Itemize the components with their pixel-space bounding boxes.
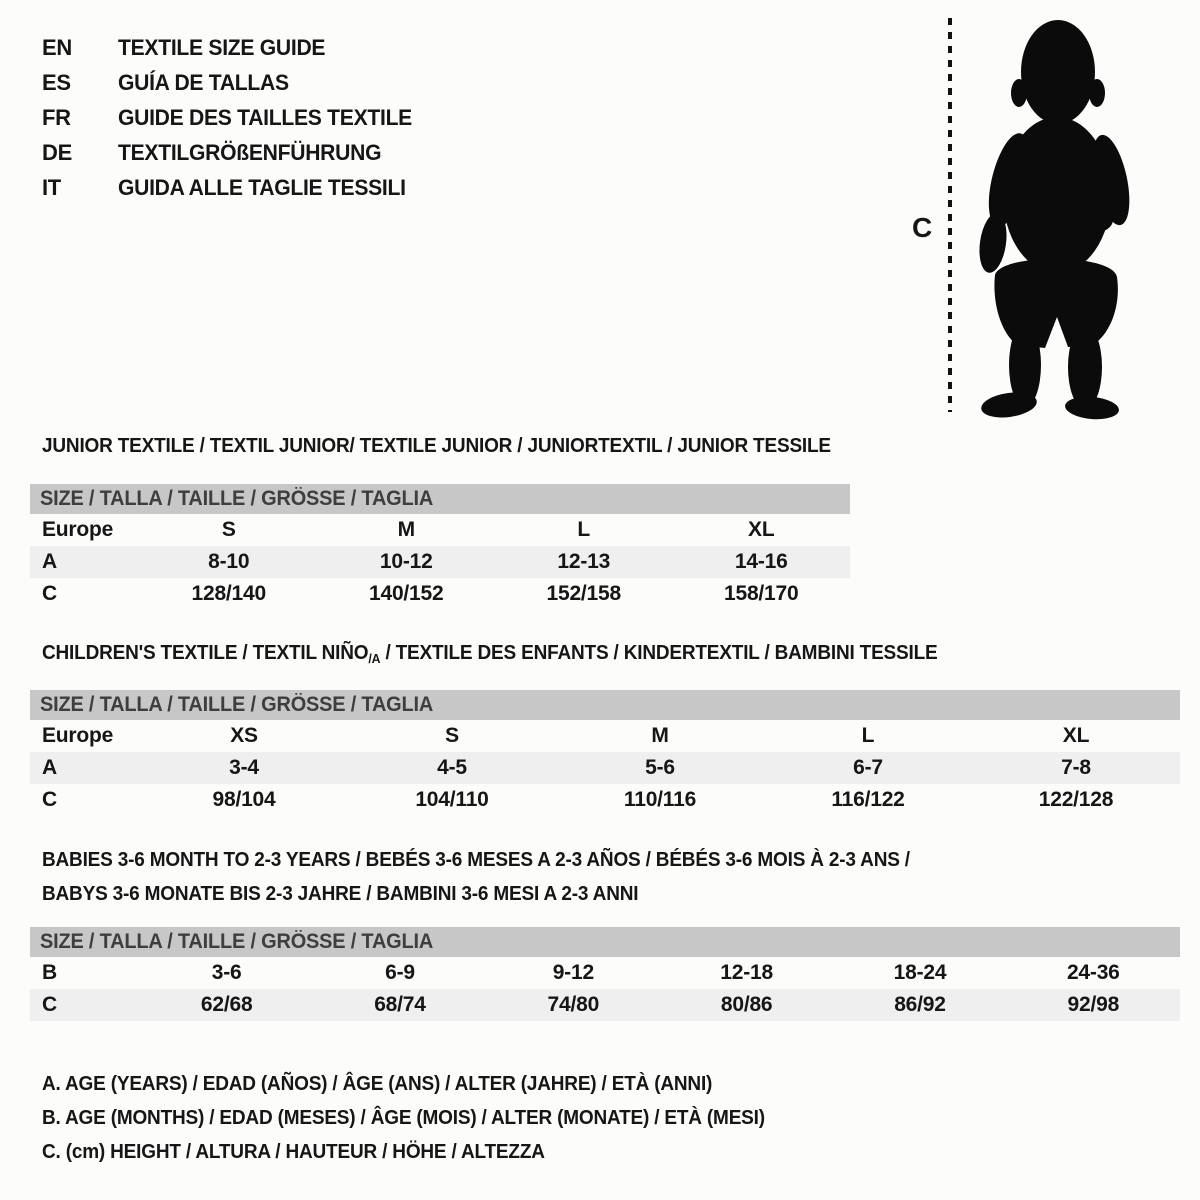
age-cell: 12-13 — [557, 550, 611, 573]
row-label: C — [42, 993, 57, 1016]
lang-label: TEXTILGRÖßENFÜHRUNG — [118, 139, 382, 165]
toddler-silhouette — [979, 20, 1130, 420]
age-cell: 6-7 — [853, 756, 883, 779]
row-label: Europe — [42, 518, 114, 541]
age-cell: 3-6 — [211, 961, 242, 984]
junior-size-table: SIZE / TALLA / TAILLE / GRÖSSE / TAGLIA … — [30, 484, 850, 610]
toddler-silhouette-image — [948, 18, 1130, 420]
lang-row-fr: FR GUIDE DES TAILLES TEXTILE — [42, 100, 424, 135]
size-cell: L — [861, 724, 875, 747]
age-cell: 12-18 — [720, 961, 773, 984]
language-header: EN TEXTILE SIZE GUIDE ES GUÍA DE TALLAS … — [42, 30, 424, 205]
age-cell: 5-6 — [645, 756, 675, 779]
size-header-label: SIZE / TALLA / TAILLE / GRÖSSE / TAGLIA — [40, 930, 434, 953]
table-row-age-months: B 3-6 6-9 9-12 12-18 18-24 24-36 — [30, 957, 1180, 989]
height-cell: 62/68 — [200, 993, 253, 1016]
height-cell: 68/74 — [374, 993, 426, 1016]
age-cell: 24-36 — [1066, 961, 1120, 984]
lang-code: EN — [42, 34, 72, 60]
children-title-part2: / TEXTILE DES ENFANTS / KINDERTEXTIL / B… — [380, 642, 938, 664]
children-title-subscript: /A — [368, 651, 381, 666]
height-cell: 74/80 — [547, 993, 600, 1016]
row-label: A — [42, 550, 57, 573]
row-label: C — [42, 582, 57, 605]
age-cell: 4-5 — [437, 756, 467, 779]
height-measure-label: C — [912, 212, 933, 243]
table-row-europe: Europe S M L XL — [30, 514, 850, 546]
lang-label: GUÍA DE TALLAS — [118, 69, 289, 95]
lang-row-en: EN TEXTILE SIZE GUIDE — [42, 30, 424, 65]
footnote-height: C. (cm) HEIGHT / ALTURA / HAUTEUR / HÖHE… — [42, 1141, 545, 1163]
table-row-age: A 8-10 10-12 12-13 14-16 — [30, 546, 850, 578]
size-cell: S — [445, 724, 459, 747]
table-row-europe: Europe XS S M L XL — [30, 720, 1180, 752]
height-cell: 86/92 — [894, 993, 946, 1016]
size-cell: XL — [748, 518, 775, 541]
babies-table-title-line2: BABYS 3-6 MONATE BIS 2-3 JAHRE / BAMBINI… — [42, 883, 639, 905]
footnote-age-months: B. AGE (MONTHS) / EDAD (MESES) / ÂGE (MO… — [42, 1107, 765, 1129]
babies-size-table: SIZE / TALLA / TAILLE / GRÖSSE / TAGLIA … — [30, 927, 1180, 1021]
height-cell: 152/158 — [546, 582, 621, 605]
size-header-label: SIZE / TALLA / TAILLE / GRÖSSE / TAGLIA — [40, 487, 434, 510]
size-cell: XS — [230, 724, 258, 747]
table-row-height: C 98/104 104/110 110/116 116/122 122/128 — [30, 784, 1180, 816]
table-row-age: A 3-4 4-5 5-6 6-7 7-8 — [30, 752, 1180, 784]
lang-row-de: DE TEXTILGRÖßENFÜHRUNG — [42, 135, 424, 170]
height-cell: 104/110 — [415, 788, 489, 811]
size-cell: L — [577, 518, 591, 541]
junior-table-title: JUNIOR TEXTILE / TEXTIL JUNIOR/ TEXTILE … — [42, 435, 831, 457]
children-title-part1: CHILDREN'S TEXTILE / TEXTIL NIÑO — [42, 642, 369, 664]
children-table-title: CHILDREN'S TEXTILE / TEXTIL NIÑO/A / TEX… — [42, 641, 938, 671]
size-cell: S — [221, 518, 236, 541]
lang-code: DE — [42, 139, 72, 165]
table-row-height: C 62/68 68/74 74/80 80/86 86/92 92/98 — [30, 989, 1180, 1021]
lang-label: GUIDA ALLE TAGLIE TESSILI — [118, 174, 406, 200]
lang-label: GUIDE DES TAILLES TEXTILE — [118, 104, 412, 130]
lang-code: IT — [42, 174, 61, 200]
size-cell: M — [397, 518, 415, 541]
age-cell: 14-16 — [734, 550, 788, 573]
age-cell: 6-9 — [385, 961, 415, 984]
row-label: B — [42, 961, 57, 984]
size-header-label: SIZE / TALLA / TAILLE / GRÖSSE / TAGLIA — [40, 693, 434, 716]
height-cell: 92/98 — [1067, 993, 1120, 1016]
height-cell: 128/140 — [191, 582, 266, 605]
age-cell: 8-10 — [208, 550, 250, 573]
size-header-bar: SIZE / TALLA / TAILLE / GRÖSSE / TAGLIA — [30, 927, 1180, 957]
age-cell: 7-8 — [1061, 756, 1091, 779]
row-label: C — [42, 788, 57, 811]
age-cell: 3-4 — [229, 756, 259, 779]
lang-code: ES — [42, 69, 71, 95]
lang-code: FR — [42, 104, 71, 130]
age-cell: 9-12 — [552, 961, 594, 984]
lang-row-es: ES GUÍA DE TALLAS — [42, 65, 424, 100]
size-cell: M — [651, 724, 669, 747]
table-row-height: C 128/140 140/152 152/158 158/170 — [30, 578, 850, 610]
lang-row-it: IT GUIDA ALLE TAGLIE TESSILI — [42, 170, 424, 205]
size-header-bar: SIZE / TALLA / TAILLE / GRÖSSE / TAGLIA — [30, 484, 850, 514]
children-size-table: SIZE / TALLA / TAILLE / GRÖSSE / TAGLIA … — [30, 690, 1180, 816]
age-cell: 18-24 — [893, 961, 947, 984]
babies-table-title-line1: BABIES 3-6 MONTH TO 2-3 YEARS / BEBÉS 3-… — [42, 849, 910, 871]
height-cell: 158/170 — [723, 582, 799, 605]
size-header-bar: SIZE / TALLA / TAILLE / GRÖSSE / TAGLIA — [30, 690, 1180, 720]
height-cell: 110/116 — [623, 788, 697, 811]
height-cell: 116/122 — [831, 788, 905, 811]
size-cell: XL — [1062, 724, 1090, 747]
height-cell: 140/152 — [368, 582, 444, 605]
row-label: A — [42, 756, 57, 779]
height-cell: 122/128 — [1038, 788, 1114, 811]
lang-label: TEXTILE SIZE GUIDE — [118, 34, 326, 60]
height-cell: 80/86 — [720, 993, 773, 1016]
footnote-age-years: A. AGE (YEARS) / EDAD (AÑOS) / ÂGE (ANS)… — [42, 1073, 713, 1095]
height-cell: 98/104 — [212, 788, 276, 811]
age-cell: 10-12 — [379, 550, 433, 573]
row-label: Europe — [42, 724, 114, 747]
